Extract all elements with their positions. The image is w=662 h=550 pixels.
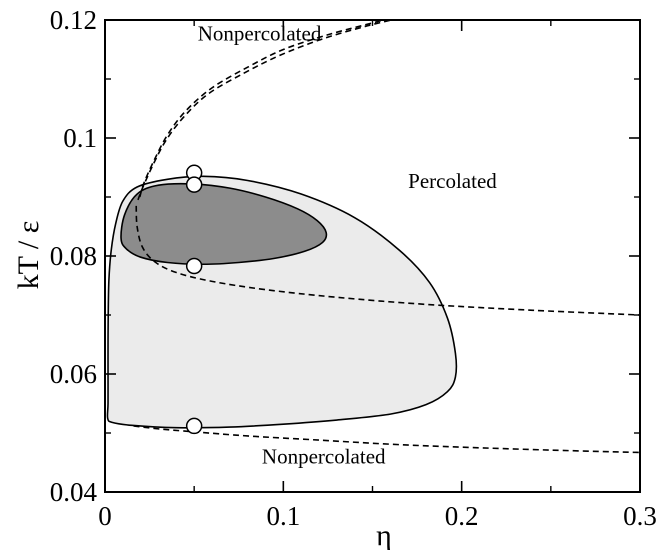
x-tick-label: 0.2	[445, 501, 479, 531]
region-label-nonpercolated: Nonpercolated	[262, 445, 386, 469]
axis-ticks	[104, 19, 641, 493]
y-tick-label: 0.06	[50, 359, 97, 389]
data-point-marker-1	[185, 176, 203, 193]
plot-content	[106, 20, 640, 454]
region-label-percolated: Percolated	[408, 169, 497, 193]
region-labels: Nonpercolated Percolated Nonpercolated	[198, 22, 498, 469]
dashed-curve-2	[135, 205, 640, 316]
x-tick-label: 0.1	[266, 501, 300, 531]
inner-region	[120, 182, 328, 266]
dashed-curve-1	[137, 20, 396, 201]
data-point-marker-3	[185, 417, 203, 435]
plot-area	[106, 20, 640, 454]
x-tick-label: 0	[98, 501, 112, 531]
data-point-marker-2	[185, 257, 203, 275]
y-tick-label: 0.08	[50, 241, 97, 271]
region-label-nonpercolated: Nonpercolated	[198, 22, 322, 46]
y-tick-label: 0.04	[50, 477, 98, 507]
y-tick-label: 0.1	[63, 123, 97, 153]
x-axis-title: η	[376, 519, 392, 550]
dashed-curve-0	[139, 20, 387, 198]
dashed-curve-3	[133, 425, 640, 454]
x-tick-label: 0.3	[623, 501, 657, 531]
axis-tick-labels: 0 0.1 0.2 0.3 0.04 0.06 0.08 0.1 0.12	[50, 5, 657, 531]
y-tick-label: 0.12	[50, 5, 97, 35]
y-axis-title: kT / ε	[12, 221, 45, 290]
